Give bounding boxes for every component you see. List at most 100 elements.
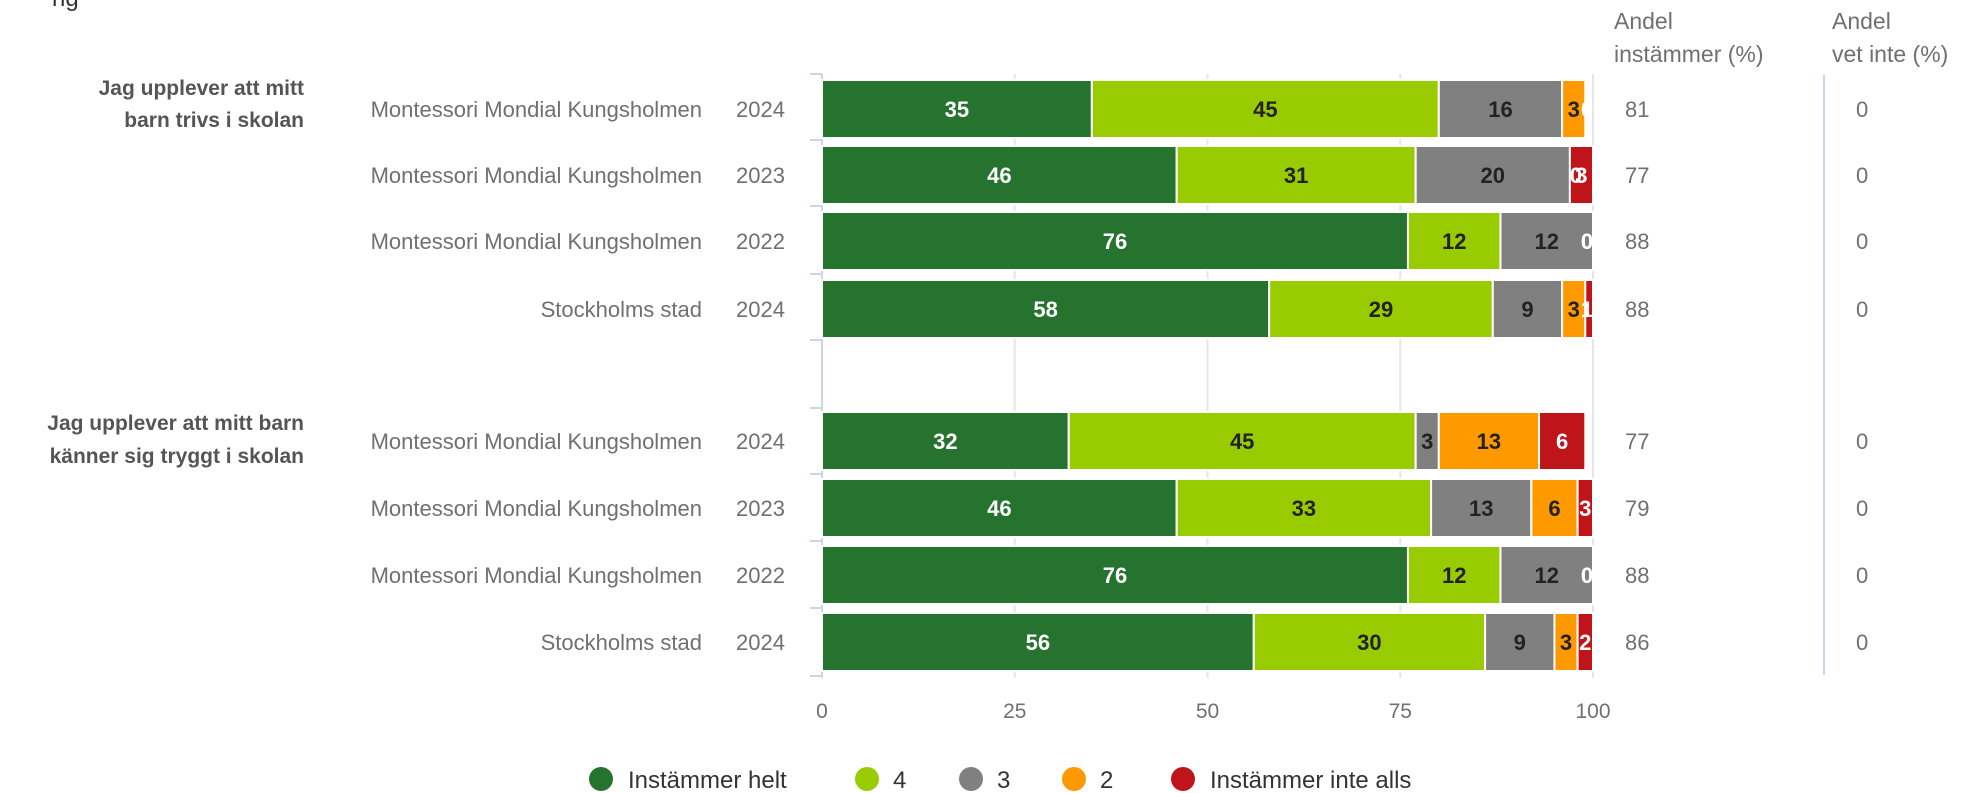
bar-rows: Montessori Mondial Kungsholmen 2024 35 45 16… xyxy=(371,79,1868,672)
bar-row: Montessori Mondial Kungsholmen 2023 46 31 20… xyxy=(371,145,1868,205)
x-tick-label: 25 xyxy=(1003,700,1026,723)
group-label-line1: Jag upplever att mitt barn xyxy=(47,412,304,435)
andel-instammer-value: 88 xyxy=(1625,229,1649,254)
legend-marker xyxy=(959,767,983,791)
legend-item[interactable]: 2 xyxy=(1062,767,1113,793)
data-label: 12 xyxy=(1534,229,1558,254)
bar-row: Montessori Mondial Kungsholmen 2024 32 45 3 1… xyxy=(371,411,1868,471)
legend-label: Instämmer helt xyxy=(628,767,787,793)
andel-instammer-value: 77 xyxy=(1625,163,1649,188)
school-label: Montessori Mondial Kungsholmen xyxy=(371,97,702,122)
legend-marker xyxy=(855,767,879,791)
data-label: 3 xyxy=(1579,496,1591,521)
data-label: 12 xyxy=(1442,563,1466,588)
data-label: 0 xyxy=(1570,163,1582,188)
bar-segment[interactable] xyxy=(821,145,1178,205)
andel-instammer-value: 88 xyxy=(1625,297,1649,322)
data-label: 31 xyxy=(1284,163,1308,188)
bar-segment[interactable] xyxy=(1568,145,1594,205)
school-label: Montessori Mondial Kungsholmen xyxy=(371,563,702,588)
data-label: 0 xyxy=(1581,229,1593,254)
bar-segment[interactable] xyxy=(821,279,1271,339)
bar-segment[interactable] xyxy=(821,411,1070,471)
bar-row: Montessori Mondial Kungsholmen 2022 76 12 12… xyxy=(371,545,1868,605)
legend[interactable]: Instämmer helt 4 3 2 Instämmer inte alls xyxy=(589,767,1411,793)
x-tick-label: 50 xyxy=(1196,700,1219,723)
bar-segment[interactable] xyxy=(1576,612,1594,672)
bar-segment[interactable] xyxy=(1175,478,1433,538)
data-label: 3 xyxy=(1421,429,1433,454)
bar-segment[interactable] xyxy=(1430,478,1533,538)
andel-vet-inte-value: 0 xyxy=(1856,563,1868,588)
legend-item[interactable]: 4 xyxy=(855,767,906,793)
group-label-line2: känner sig tryggt i skolan xyxy=(50,445,304,468)
legend-label: 3 xyxy=(997,767,1010,793)
data-label: 33 xyxy=(1292,496,1316,521)
data-label: 0 xyxy=(1581,563,1593,588)
group-label-line1: Jag upplever att mitt xyxy=(99,77,304,100)
legend-marker xyxy=(1062,767,1086,791)
andel-vet-inte-value: 0 xyxy=(1856,97,1868,122)
data-label: 35 xyxy=(945,97,969,122)
legend-label: 4 xyxy=(893,767,906,793)
bar-segment[interactable] xyxy=(1067,411,1417,471)
school-label: Stockholms stad xyxy=(541,630,702,655)
legend-item[interactable]: 3 xyxy=(959,767,1010,793)
data-label: 29 xyxy=(1369,297,1393,322)
x-axis-ticks: 0 25 50 75 100 xyxy=(816,700,1610,723)
bar-row: Stockholms stad 2024 58 29 9 3 1 88 0 xyxy=(541,279,1868,339)
data-label: 16 xyxy=(1488,97,1512,122)
bar-segment[interactable] xyxy=(1090,79,1440,139)
x-tick-label: 0 xyxy=(816,700,828,723)
data-label: 0 xyxy=(1581,229,1593,254)
data-label: 0 xyxy=(1581,563,1593,588)
data-label: 3 xyxy=(1560,630,1572,655)
bar-segment[interactable] xyxy=(1584,279,1595,339)
bar-row: Montessori Mondial Kungsholmen 2022 76 12 12… xyxy=(371,211,1868,271)
bar-segment[interactable] xyxy=(1268,279,1494,339)
data-label: 45 xyxy=(1230,429,1254,454)
col-andel-vet-inte-line2: vet inte (%) xyxy=(1832,41,1948,67)
andel-vet-inte-value: 0 xyxy=(1856,429,1868,454)
x-tick-label: 100 xyxy=(1575,700,1610,723)
bar-segment[interactable] xyxy=(1414,145,1571,205)
data-label: 46 xyxy=(987,496,1011,521)
bar-segment[interactable] xyxy=(1561,79,1587,139)
data-label: 6 xyxy=(1556,429,1568,454)
data-label: 32 xyxy=(933,429,957,454)
group-labels: Jag upplever att mitt barn trivs i skolan… xyxy=(47,77,304,468)
bar-segment[interactable] xyxy=(1499,545,1594,605)
legend-label: 2 xyxy=(1100,767,1113,793)
year-label: 2022 xyxy=(736,229,785,254)
bar-segment[interactable] xyxy=(1175,145,1417,205)
bar-segment[interactable] xyxy=(1252,612,1487,672)
bar-segment[interactable] xyxy=(1499,211,1594,271)
data-label: 76 xyxy=(1103,229,1127,254)
andel-vet-inte-value: 0 xyxy=(1856,496,1868,521)
school-label: Stockholms stad xyxy=(541,297,702,322)
bar-segment[interactable] xyxy=(821,478,1178,538)
column-headers: Andel instämmer (%) Andel vet inte (%) xyxy=(1614,8,1948,67)
bar-segment[interactable] xyxy=(1437,411,1541,471)
bar-segment[interactable] xyxy=(821,79,1093,139)
data-label: 3 xyxy=(1568,97,1580,122)
legend-item[interactable]: Instämmer helt xyxy=(589,767,787,793)
data-label: 12 xyxy=(1442,229,1466,254)
data-label: 58 xyxy=(1033,297,1057,322)
andel-instammer-value: 79 xyxy=(1625,496,1649,521)
andel-vet-inte-value: 0 xyxy=(1856,630,1868,655)
year-label: 2024 xyxy=(736,429,785,454)
bar-segment[interactable] xyxy=(1576,478,1594,538)
legend-marker xyxy=(589,767,613,791)
legend-item[interactable]: Instämmer inte alls xyxy=(1171,767,1411,793)
bar-segment[interactable] xyxy=(1406,545,1502,605)
bar-segment[interactable] xyxy=(821,211,1409,271)
year-label: 2023 xyxy=(736,163,785,188)
bar-segment[interactable] xyxy=(821,545,1409,605)
bar-segment[interactable] xyxy=(1437,79,1564,139)
year-label: 2024 xyxy=(736,630,785,655)
bar-segment[interactable] xyxy=(1491,279,1564,339)
bar-segment[interactable] xyxy=(1530,478,1579,538)
bar-segment[interactable] xyxy=(1538,411,1587,471)
year-label: 2024 xyxy=(736,297,785,322)
